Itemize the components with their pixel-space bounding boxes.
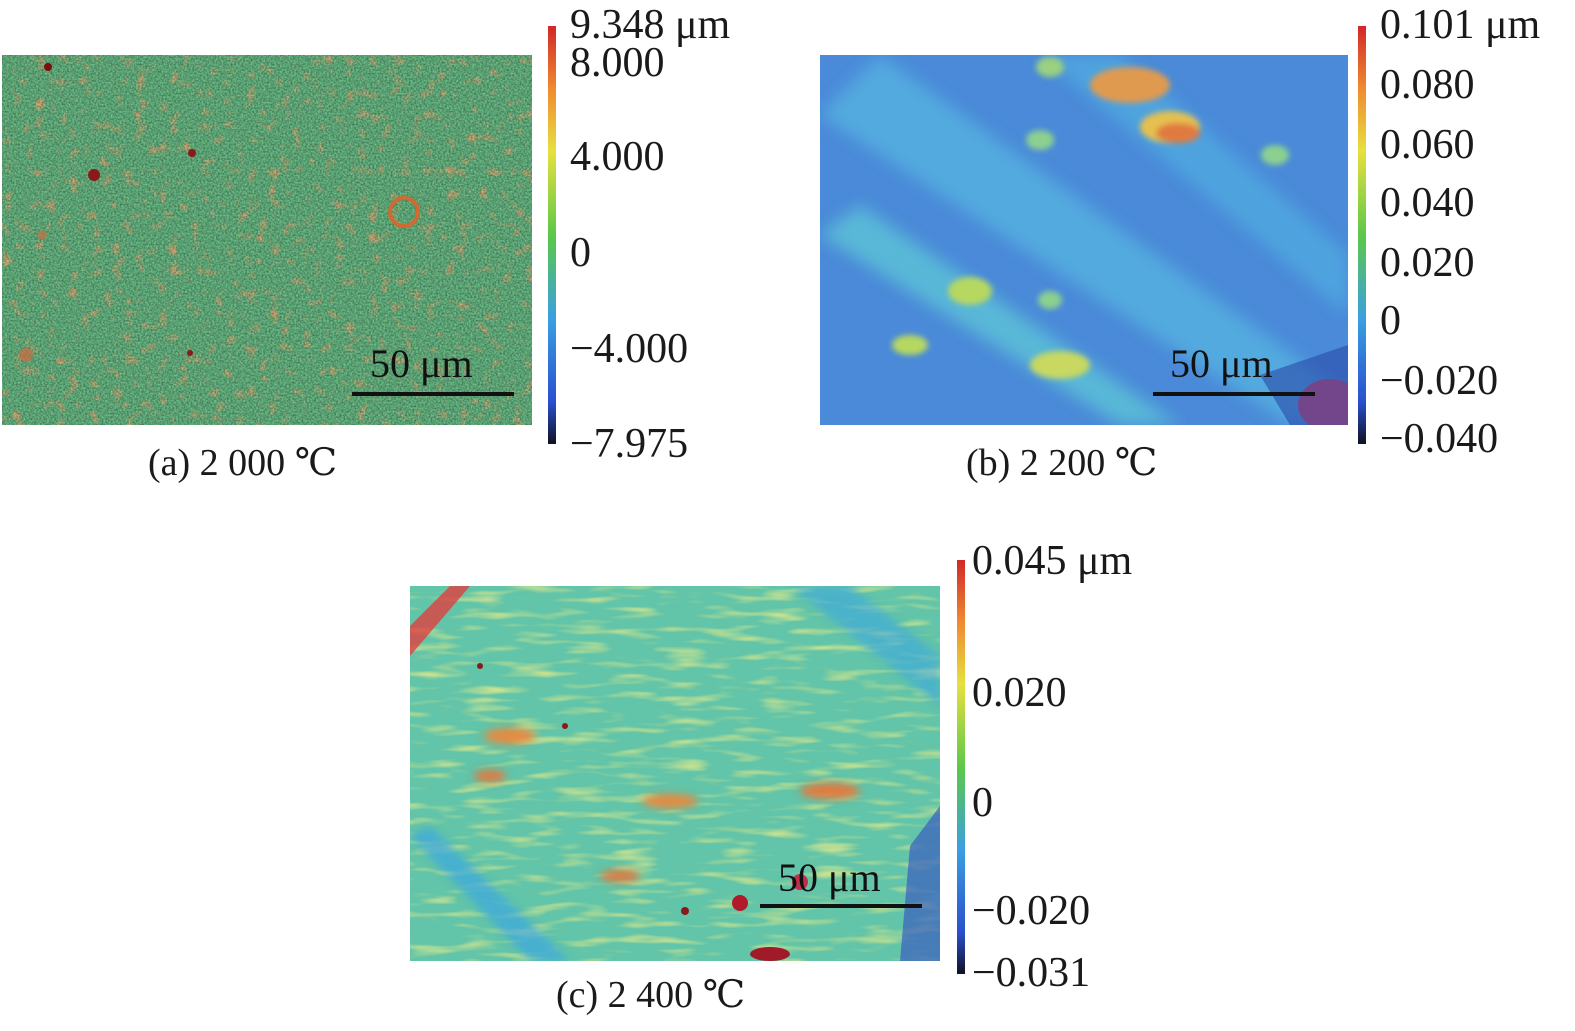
- colorbar-a-tick-0: 9.348 μm: [570, 2, 731, 48]
- colorbar-c-tick-1: 0.020: [972, 670, 1067, 716]
- colorbar-a-tick-5: −7.975: [570, 421, 689, 467]
- colorbar-a-tick-1: 8.000: [570, 40, 665, 86]
- colorbar-b-tick-3: 0.040: [1380, 180, 1475, 226]
- caption-a: (a) 2 000 ℃: [148, 442, 338, 484]
- colorbar-b-tick-4: 0.020: [1380, 240, 1475, 286]
- scale-bar-label-b: 50 μm: [1170, 341, 1273, 386]
- colorbar-c-tick-2: 0: [972, 780, 993, 826]
- colorbar-b-tick-1: 0.080: [1380, 62, 1475, 108]
- colorbar-a-tick-4: −4.000: [570, 326, 689, 372]
- caption-b: (b) 2 200 ℃: [966, 442, 1158, 484]
- height-map-b: [820, 55, 1348, 425]
- colorbar-b-tick-2: 0.060: [1380, 122, 1475, 168]
- colorbar-c-tick-3: −0.020: [972, 888, 1091, 934]
- colorbar-b-tick-6: −0.020: [1380, 358, 1499, 404]
- colorbar-b: [1358, 26, 1366, 444]
- colorbar-a-tick-3: 0: [570, 230, 591, 276]
- colorbar-b-tick-5: 0: [1380, 298, 1401, 344]
- height-map-c: [410, 586, 940, 961]
- colorbar-b-tick-0: 0.101 μm: [1380, 2, 1541, 48]
- scale-bar-b: [1153, 392, 1315, 396]
- scale-bar-label-c: 50 μm: [778, 855, 881, 900]
- colorbar-a: [548, 26, 556, 444]
- scale-bar-label-a: 50 μm: [370, 341, 473, 386]
- colorbar-a-tick-2: 4.000: [570, 134, 665, 180]
- colorbar-b-tick-7: −0.040: [1380, 416, 1499, 462]
- scale-bar-a: [352, 392, 514, 396]
- height-map-a: [2, 55, 532, 425]
- scale-bar-c: [760, 904, 922, 908]
- colorbar-c-tick-4: −0.031: [972, 950, 1091, 996]
- caption-c: (c) 2 400 ℃: [556, 974, 746, 1016]
- colorbar-c-tick-0: 0.045 μm: [972, 538, 1133, 584]
- colorbar-c: [957, 560, 965, 974]
